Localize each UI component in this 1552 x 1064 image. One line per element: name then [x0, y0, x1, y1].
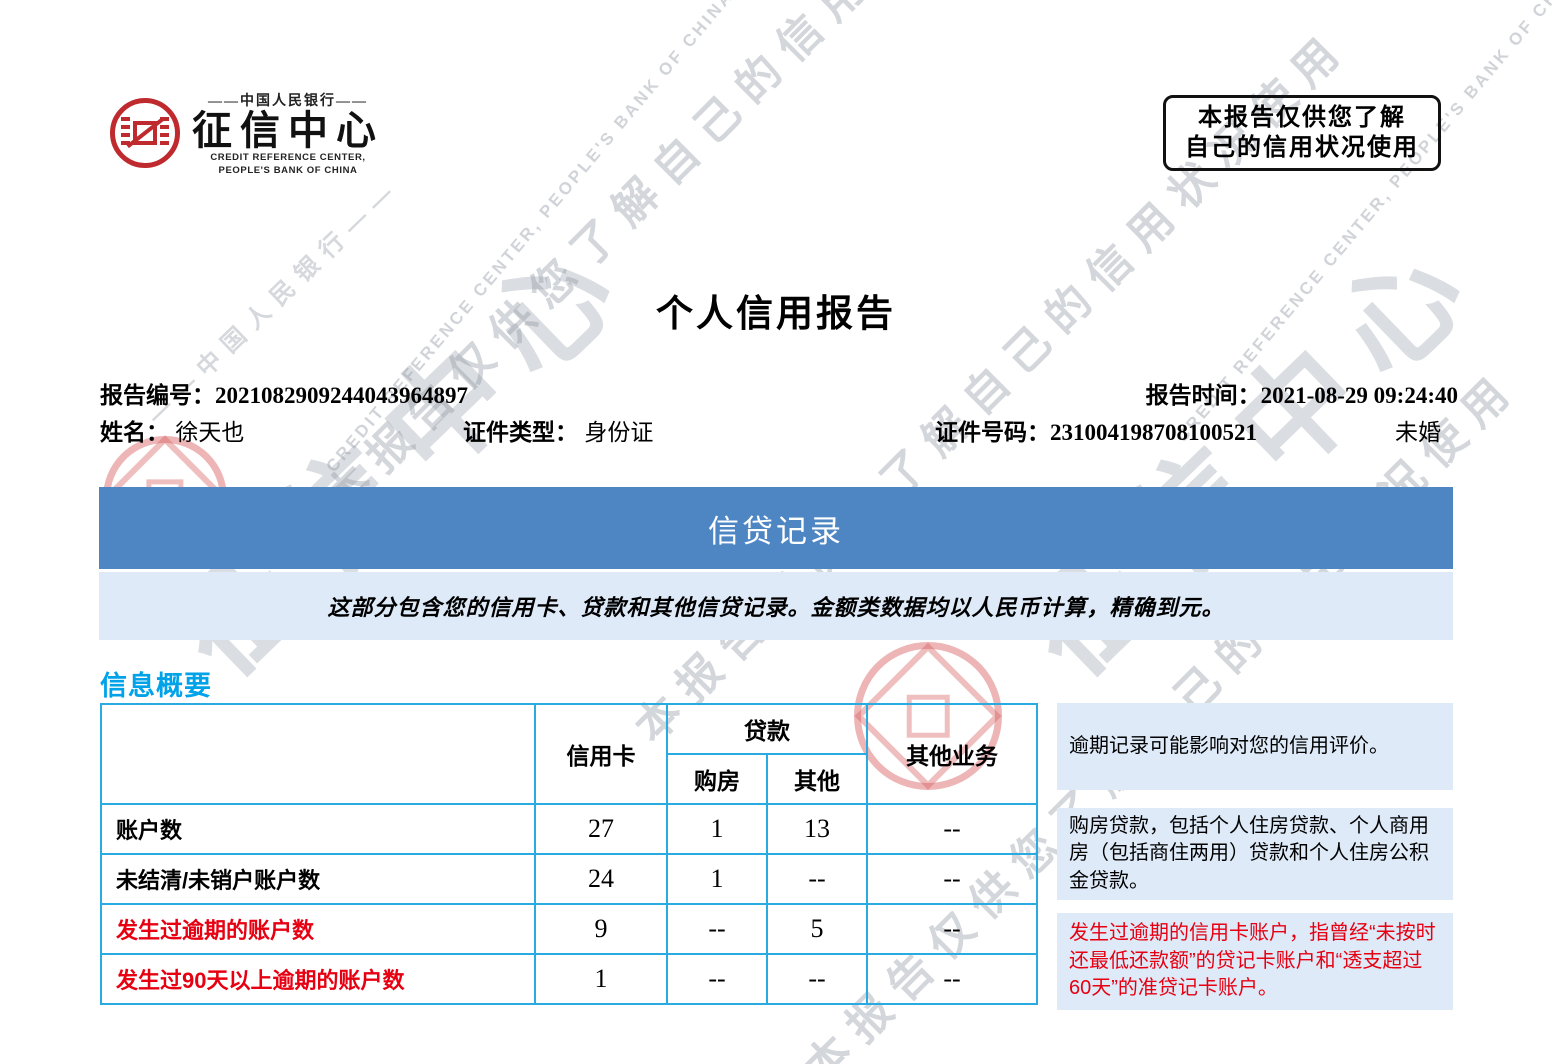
header-logo: ——中国人民银行—— 征信中心 CREDIT REFERENCE CENTER,… [110, 90, 384, 178]
cell-loan-other: -- [766, 853, 868, 905]
summary-heading: 信息概要 [100, 671, 212, 701]
logo-center-name: 征信中心 [192, 109, 384, 153]
report-time: 报告时间：2021-08-29 09:24:40 [1146, 376, 1458, 410]
note-house-loan-definition: 购房贷款，包括个人住房贷款、个人商用房（包括商住两用）贷款和个人住房公积金贷款。 [1057, 808, 1453, 900]
section-banner-credit-records: 信贷记录 [99, 487, 1453, 569]
section-banner-title: 信贷记录 [708, 513, 844, 549]
cell-credit-card: 27 [534, 803, 668, 855]
pboc-logo-seal-icon [110, 98, 180, 168]
col-header-credit-card: 信用卡 [534, 703, 668, 805]
report-time-value: 2021-08-29 09:24:40 [1260, 383, 1458, 408]
cell-credit-card: 9 [534, 903, 668, 955]
notice-line2: 自己的信用状况使用 [1185, 134, 1419, 161]
cell-other-business: -- [866, 953, 1038, 1005]
logo-english-line2: PEOPLE'S BANK OF CHINA [218, 164, 358, 176]
cell-loan-other: 13 [766, 803, 868, 855]
logo-text-block: ——中国人民银行—— 征信中心 CREDIT REFERENCE CENTER,… [192, 90, 384, 178]
cell-loan-house: -- [666, 953, 768, 1005]
id-type-value: 身份证 [584, 420, 654, 445]
row-label-overdue: 发生过逾期的账户数 [100, 903, 536, 955]
note-text: 发生过逾期的信用卡账户，指曾经“未按时还最低还款额”的贷记卡账户和“透支超过60… [1069, 922, 1436, 1000]
usage-notice-box: 本报告仅供您了解 自己的信用状况使用 [1163, 95, 1441, 171]
notice-line1: 本报告仅供您了解 [1198, 104, 1406, 131]
col-header-loan-house: 购房 [666, 753, 768, 805]
note-overdue-impact: 逾期记录可能影响对您的信用评价。 [1057, 703, 1453, 790]
cell-loan-other: 5 [766, 903, 868, 955]
summary-table: 信用卡 贷款 其他业务 购房 其他 账户数 27 1 13 -- 未结清/未销户… [100, 703, 1038, 1005]
id-type-field: 证件类型： 身份证 [463, 413, 653, 447]
name-label: 姓名： [100, 419, 169, 445]
cell-loan-house: 1 [666, 853, 768, 905]
marital-status-value: 未婚 [1395, 420, 1441, 445]
page-title: 个人信用报告 [656, 293, 896, 334]
report-time-label: 报告时间： [1145, 382, 1261, 408]
cell-loan-house: 1 [666, 803, 768, 855]
row-label: 账户数 [100, 803, 536, 855]
col-header-other-business: 其他业务 [866, 703, 1038, 805]
note-overdue-card-definition: 发生过逾期的信用卡账户，指曾经“未按时还最低还款额”的贷记卡账户和“透支超过60… [1057, 913, 1453, 1010]
name-value: 徐天也 [175, 420, 245, 445]
cell-other-business: -- [866, 903, 1038, 955]
logo-bank-line: ——中国人民银行—— [208, 94, 368, 109]
cell-credit-card: 1 [534, 953, 668, 1005]
cell-credit-card: 24 [534, 853, 668, 905]
section-subtitle: 这部分包含您的信用卡、贷款和其他信贷记录。金额类数据均以人民币计算，精确到元。 [327, 595, 1225, 620]
row-label: 未结清/未销户账户数 [100, 853, 536, 905]
table-row: 发生过逾期的账户数 9 -- 5 -- [100, 903, 1038, 955]
cell-other-business: -- [866, 853, 1038, 905]
logo-english-line1: CREDIT REFERENCE CENTER, [210, 152, 366, 163]
report-number-value: 2021082909244043964897 [215, 383, 468, 408]
cell-loan-house: -- [666, 903, 768, 955]
section-subtitle-band: 这部分包含您的信用卡、贷款和其他信贷记录。金额类数据均以人民币计算，精确到元。 [99, 572, 1453, 640]
note-text: 逾期记录可能影响对您的信用评价。 [1069, 734, 1389, 757]
marital-status: 未婚 [1395, 413, 1441, 447]
id-number-label: 证件号码： [935, 419, 1050, 445]
col-header-loan-other: 其他 [766, 753, 868, 805]
table-row: 发生过90天以上逾期的账户数 1 -- -- -- [100, 953, 1038, 1005]
row-label-overdue-90: 发生过90天以上逾期的账户数 [100, 953, 536, 1005]
report-info-line1: 报告编号：2021082909244043964897 报告时间：2021-08… [100, 376, 1458, 410]
cell-loan-other: -- [766, 953, 868, 1005]
note-text: 购房贷款，包括个人住房贷款、个人商用房（包括商住两用）贷款和个人住房公积金贷款。 [1069, 814, 1429, 892]
report-info-line2: 姓名： 徐天也 证件类型： 身份证 证件号码：23100419870810052… [100, 413, 1458, 445]
table-corner-cell [100, 703, 536, 805]
name-field: 姓名： 徐天也 [100, 413, 244, 447]
cell-other-business: -- [866, 803, 1038, 855]
id-number-value: 231004198708100521 [1050, 420, 1257, 445]
id-type-label: 证件类型： [463, 419, 578, 445]
report-number-label: 报告编号： [100, 382, 215, 408]
col-header-loan: 贷款 [666, 703, 868, 755]
id-number-field: 证件号码：231004198708100521 [935, 413, 1257, 447]
table-row: 账户数 27 1 13 -- [100, 803, 1038, 855]
table-row: 未结清/未销户账户数 24 1 -- -- [100, 853, 1038, 905]
report-number: 报告编号：2021082909244043964897 [100, 376, 468, 410]
